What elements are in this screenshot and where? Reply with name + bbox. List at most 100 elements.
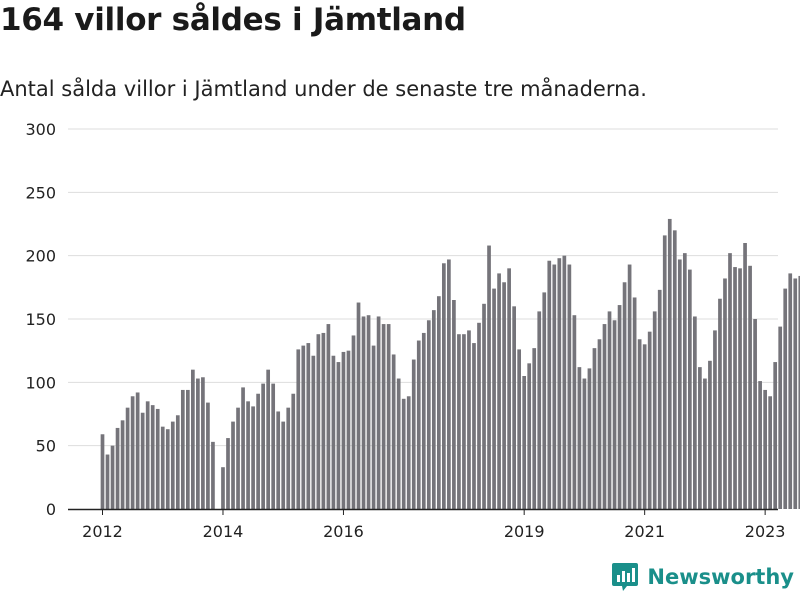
bar — [266, 369, 271, 509]
bar — [687, 269, 692, 509]
bar — [140, 412, 145, 509]
bar — [552, 264, 557, 509]
bar — [401, 398, 406, 509]
bar — [512, 306, 516, 509]
bar — [256, 393, 260, 509]
bar — [708, 360, 712, 509]
bar — [788, 273, 793, 509]
bar — [798, 275, 800, 509]
bar — [115, 427, 120, 509]
bar — [226, 438, 230, 509]
bar — [391, 354, 396, 509]
bar — [160, 426, 165, 509]
bar — [251, 406, 255, 509]
bar — [170, 421, 175, 509]
y-axis-labels: 0 50 100 150 200 250 300 — [25, 120, 56, 519]
bar — [246, 401, 250, 509]
bar — [271, 383, 276, 509]
bar — [667, 218, 672, 509]
bar — [763, 389, 767, 509]
bar — [175, 415, 180, 509]
bar — [542, 292, 547, 509]
bar — [452, 300, 456, 509]
bar — [507, 268, 511, 509]
bar — [426, 320, 431, 509]
bar — [351, 335, 356, 509]
y-tick-label: 0 — [46, 500, 56, 519]
y-tick-label: 200 — [25, 247, 56, 266]
bar — [110, 445, 115, 509]
bar — [482, 303, 486, 509]
bar — [627, 264, 632, 509]
bar — [396, 378, 401, 509]
y-tick-label: 50 — [36, 437, 56, 456]
bar — [617, 305, 622, 509]
x-tick-label: 2021 — [624, 522, 665, 541]
bar — [206, 402, 210, 509]
bar — [155, 408, 160, 509]
bar — [150, 405, 155, 509]
bar — [637, 339, 642, 509]
bar — [487, 245, 491, 510]
bar — [778, 326, 783, 509]
bar — [642, 344, 647, 509]
bar — [421, 332, 426, 509]
bar — [532, 348, 537, 509]
bar — [180, 389, 185, 509]
y-tick-label: 300 — [25, 120, 56, 139]
bar — [497, 273, 501, 509]
bar — [135, 392, 140, 509]
bar — [753, 319, 757, 509]
bar — [672, 230, 677, 510]
bars — [100, 218, 800, 510]
bar — [196, 378, 200, 509]
bar — [306, 343, 311, 509]
bar — [100, 434, 105, 509]
bar — [632, 297, 637, 509]
bar — [231, 421, 235, 509]
x-tick-label: 2023 — [745, 522, 786, 541]
x-tick-label: 2016 — [323, 522, 364, 541]
bar — [733, 267, 737, 509]
bar — [748, 265, 752, 509]
bar — [622, 282, 627, 509]
bar — [457, 334, 461, 509]
x-tick-label: 2014 — [203, 522, 244, 541]
bar — [201, 377, 205, 509]
bar — [336, 362, 341, 509]
bar — [562, 255, 567, 509]
bar — [718, 298, 722, 509]
bar — [276, 411, 281, 509]
bar — [165, 429, 170, 509]
bar — [682, 253, 687, 509]
bar — [221, 467, 225, 509]
bar — [522, 376, 527, 509]
bar — [286, 407, 291, 509]
bar — [211, 441, 215, 509]
bar — [381, 324, 386, 509]
bar — [120, 420, 125, 509]
bar — [557, 258, 562, 509]
bar-chart-bubble-icon — [612, 563, 639, 591]
bar — [431, 310, 436, 509]
bar — [411, 359, 416, 509]
bar — [783, 288, 788, 509]
brand-name: Newsworthy — [647, 565, 794, 589]
y-tick-label: 100 — [25, 373, 56, 392]
bar — [723, 278, 727, 509]
bar — [145, 401, 150, 509]
chart-title: 164 villor såldes i Jämtland — [0, 2, 466, 38]
bar — [130, 396, 135, 509]
bar — [356, 302, 361, 509]
bar — [326, 324, 331, 509]
x-axis: 2012201420162019202120232025 — [68, 508, 786, 541]
y-tick-label: 150 — [25, 310, 56, 329]
bar — [261, 383, 265, 509]
bar — [517, 349, 522, 509]
x-tick-label: 2012 — [82, 522, 123, 541]
bar — [467, 330, 471, 509]
bar — [677, 259, 682, 509]
bar — [728, 253, 732, 509]
bar — [301, 345, 306, 509]
